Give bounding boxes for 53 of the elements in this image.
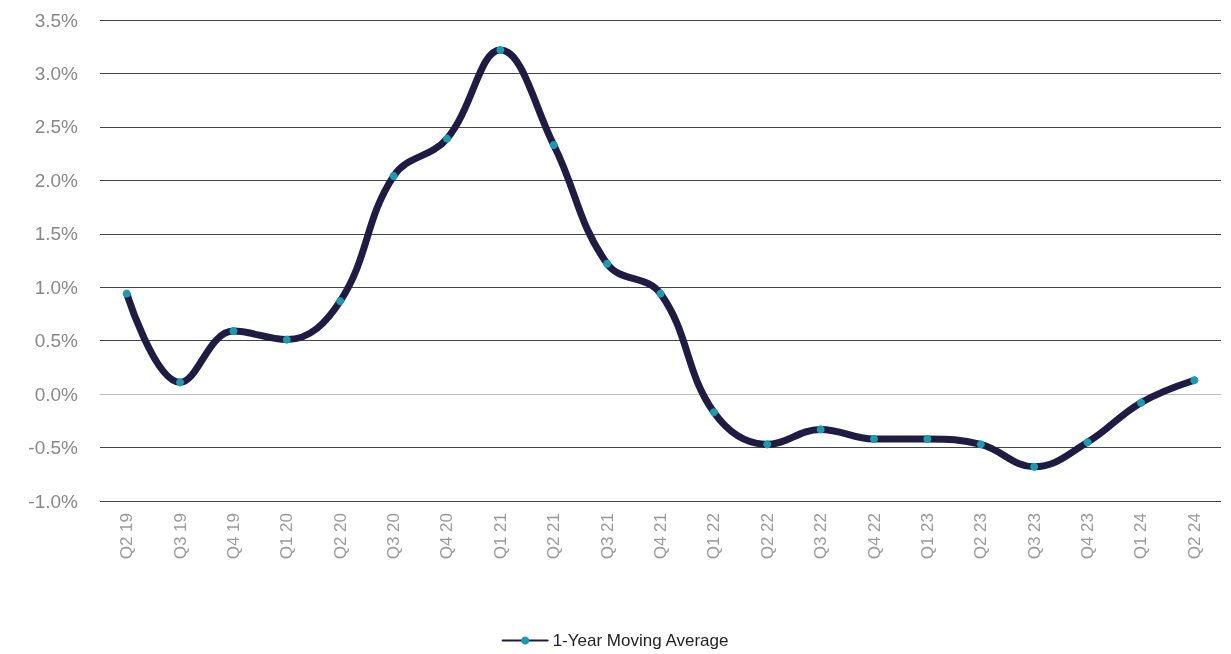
point [336,297,345,306]
x-tick-label: Q3 22 [811,513,831,560]
x-tick-label: Q1 22 [704,513,724,560]
x-tick-label: Q1 23 [917,513,937,560]
point [1030,462,1039,471]
point [122,289,131,298]
point [496,45,505,54]
y-tick-label: 1.0% [34,276,79,298]
point [442,134,451,143]
point [1083,438,1092,447]
y-tick-label: 0.5% [34,330,79,352]
point [229,327,238,336]
point [1136,398,1145,407]
x-tick-label: Q3 20 [384,513,404,560]
x-tick-label: Q4 21 [651,513,670,560]
x-tick-label: Q1 24 [1131,513,1151,560]
point [870,435,879,443]
x-tick-label: Q4 22 [864,513,884,560]
x-tick-label: Q2 23 [971,513,991,560]
point [1190,376,1199,385]
x-tick-label: Q2 20 [330,513,350,560]
x-tick-label: Q2 24 [1184,513,1204,560]
point [389,172,398,181]
y-tick-label: 0.0% [34,383,79,405]
point [763,440,772,449]
point [603,259,612,268]
y-tick-label: 2.0% [34,169,79,191]
point [709,408,718,417]
y-tick-label: 3.5% [34,9,79,31]
point [923,435,932,443]
y-tick-label: 1.5% [34,223,79,245]
y-tick-label: 2.5% [34,116,79,138]
x-tick-label: Q4 19 [223,513,243,560]
x-tick-label: Q2 21 [544,513,564,560]
legend-label: 1-Year Moving Average [552,631,729,650]
x-tick-label: Q1 21 [490,513,510,560]
x-tick-label: Q3 19 [170,513,190,560]
x-tick-label: Q3 21 [597,513,617,560]
point [282,335,291,344]
x-tick-label: Q2 19 [117,513,137,560]
point [656,289,665,298]
point [176,378,185,387]
x-tick-label: Q4 20 [437,513,457,560]
x-tick-label: Q1 20 [277,513,297,560]
y-tick-label: -0.5% [28,437,79,459]
x-tick-label: Q2 22 [757,513,777,560]
x-tick-label: Q4 23 [1078,513,1098,560]
x-tick-label: Q3 23 [1024,513,1044,560]
y-tick-label: -1.0% [28,490,79,512]
point [976,440,985,449]
point [549,141,558,150]
y-tick-label: 3.0% [34,62,79,84]
point [816,425,825,434]
